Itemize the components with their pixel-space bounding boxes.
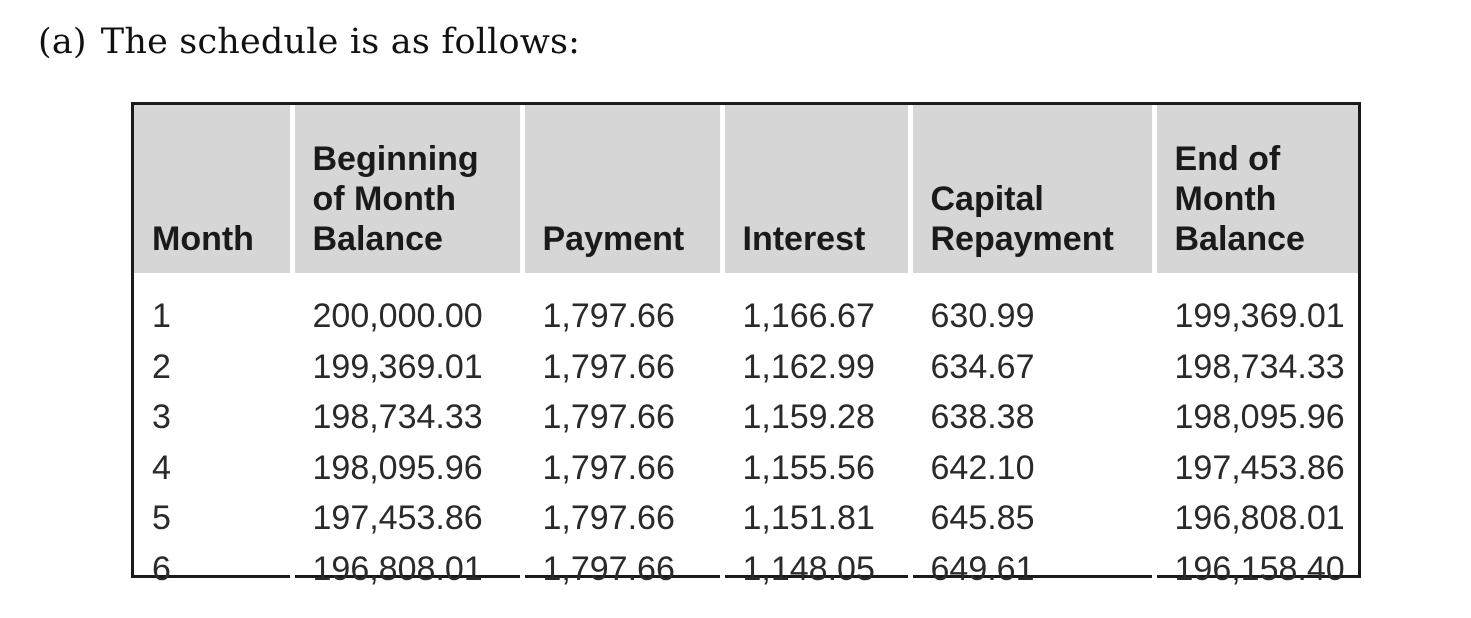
cell-payment: 1,797.66 bbox=[519, 442, 722, 493]
cell-month: 4 bbox=[152, 448, 171, 487]
cell-capital-repayment: 630.99 bbox=[907, 273, 1154, 342]
intro-sentence: (a) The schedule is as follows: bbox=[38, 22, 580, 62]
header-month: Month bbox=[134, 105, 292, 273]
cell-month: 3 bbox=[152, 398, 171, 437]
table-row: 3 198,734.33 1,797.66 1,159.28 638.38 19… bbox=[134, 392, 1358, 443]
header-payment: Payment bbox=[519, 105, 722, 273]
cell-beginning-balance: 200,000.00 bbox=[289, 273, 522, 342]
header-beginning-balance: Beginning of Month Balance bbox=[289, 105, 522, 273]
header-interest: Interest bbox=[719, 105, 910, 273]
cell-end-balance: 198,095.96 bbox=[1151, 392, 1358, 443]
cell-payment: 1,797.66 bbox=[519, 392, 722, 443]
cell-capital-repayment: 645.85 bbox=[907, 493, 1154, 544]
cell-month: 5 bbox=[152, 499, 171, 538]
table-row: 6 196,808.01 1,797.66 1,148.05 649.61 19… bbox=[134, 543, 1358, 594]
cell-month: 2 bbox=[152, 347, 171, 386]
cell-interest: 1,155.56 bbox=[719, 442, 910, 493]
cell-capital-repayment: 638.38 bbox=[907, 392, 1154, 443]
cell-payment: 1,797.66 bbox=[519, 273, 722, 342]
cell-interest: 1,166.67 bbox=[719, 273, 910, 342]
cell-payment: 1,797.66 bbox=[519, 543, 722, 594]
cell-end-balance: 197,453.86 bbox=[1151, 442, 1358, 493]
header-row: Month Beginning of Month Balance Payment… bbox=[134, 105, 1358, 273]
cell-payment: 1,797.66 bbox=[519, 341, 722, 392]
cell-interest: 1,159.28 bbox=[719, 392, 910, 443]
table-row: 4 198,095.96 1,797.66 1,155.56 642.10 19… bbox=[134, 442, 1358, 493]
cell-end-balance: 196,158.40 bbox=[1151, 543, 1358, 594]
amortization-schedule-table: Month Beginning of Month Balance Payment… bbox=[131, 102, 1361, 594]
cell-interest: 1,148.05 bbox=[719, 543, 910, 594]
cell-end-balance: 196,808.01 bbox=[1151, 493, 1358, 544]
table-row: 1 200,000.00 1,797.66 1,166.67 630.99 19… bbox=[134, 273, 1358, 342]
table-row: 5 197,453.86 1,797.66 1,151.81 645.85 19… bbox=[134, 493, 1358, 544]
cell-beginning-balance: 198,095.96 bbox=[289, 442, 522, 493]
cell-interest: 1,151.81 bbox=[719, 493, 910, 544]
cell-capital-repayment: 634.67 bbox=[907, 341, 1154, 392]
cell-beginning-balance: 196,808.01 bbox=[289, 543, 522, 594]
intro-text: The schedule is as follows: bbox=[100, 22, 581, 62]
cell-month: 1 bbox=[152, 297, 171, 336]
part-label: (a) bbox=[38, 22, 87, 62]
table-row: 2 199,369.01 1,797.66 1,162.99 634.67 19… bbox=[134, 341, 1358, 392]
cell-beginning-balance: 197,453.86 bbox=[289, 493, 522, 544]
header-end-balance: End of Month Balance bbox=[1151, 105, 1358, 273]
cell-month: 6 bbox=[152, 549, 171, 588]
cell-end-balance: 199,369.01 bbox=[1151, 273, 1358, 342]
cell-interest: 1,162.99 bbox=[719, 341, 910, 392]
cell-end-balance: 198,734.33 bbox=[1151, 341, 1358, 392]
cell-beginning-balance: 198,734.33 bbox=[289, 392, 522, 443]
cell-capital-repayment: 642.10 bbox=[907, 442, 1154, 493]
cell-beginning-balance: 199,369.01 bbox=[289, 341, 522, 392]
cell-payment: 1,797.66 bbox=[519, 493, 722, 544]
header-capital-repayment: Capital Repayment bbox=[907, 105, 1154, 273]
cell-capital-repayment: 649.61 bbox=[907, 543, 1154, 594]
schedule-grid: Month Beginning of Month Balance Payment… bbox=[134, 105, 1358, 594]
